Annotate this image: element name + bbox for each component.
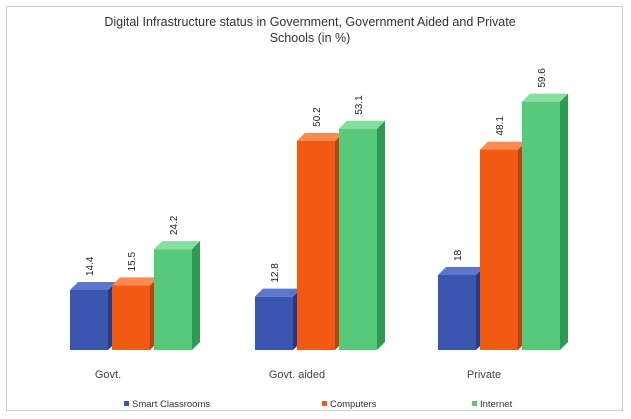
legend-swatch: [124, 401, 129, 406]
value-labels-group: 14.4 15.5 24.2 12.8 50.2 53.1 18 48.1 59.6: [85, 68, 548, 283]
legend-swatch: [322, 401, 327, 406]
bar-internet-3: [522, 93, 568, 351]
value-label: 59.6: [537, 68, 548, 88]
value-label: 53.1: [354, 95, 365, 115]
category-label: Private: [467, 369, 501, 381]
value-label: 12.8: [270, 263, 281, 283]
bar-smart-classrooms-3: [438, 267, 484, 350]
legend-label: Computers: [330, 399, 377, 410]
bar-internet-2: [339, 120, 385, 350]
bar-smart-classrooms-2: [255, 288, 301, 350]
bar-computers-1: [112, 277, 158, 350]
value-label: 48.1: [495, 116, 506, 136]
chart-title: Digital Infrastructure status in Governm…: [104, 15, 516, 45]
category-label: Govt. aided: [269, 369, 325, 381]
legend-item-computers: Computers: [322, 399, 377, 410]
category-labels-group: Govt. Govt. aided Private: [95, 369, 501, 381]
legend-item-internet: Internet: [472, 399, 513, 410]
value-label: 14.4: [85, 256, 96, 276]
legend-label: Smart Classrooms: [132, 399, 210, 410]
legend-item-smart-classrooms: Smart Classrooms: [124, 399, 210, 410]
value-label: 15.5: [127, 252, 138, 272]
category-label: Govt.: [95, 369, 121, 381]
legend-label: Internet: [480, 399, 513, 410]
bar-computers-3: [480, 141, 526, 350]
legend: Smart Classrooms Computers Internet: [124, 399, 513, 410]
bar-computers-2: [297, 132, 343, 350]
bar-internet-1: [154, 241, 200, 350]
value-label: 18: [453, 249, 464, 261]
value-label: 24.2: [169, 215, 180, 235]
value-label: 50.2: [312, 107, 323, 127]
bars-group: [70, 93, 568, 351]
bar-smart-classrooms-1: [70, 282, 116, 350]
legend-swatch: [472, 401, 477, 406]
